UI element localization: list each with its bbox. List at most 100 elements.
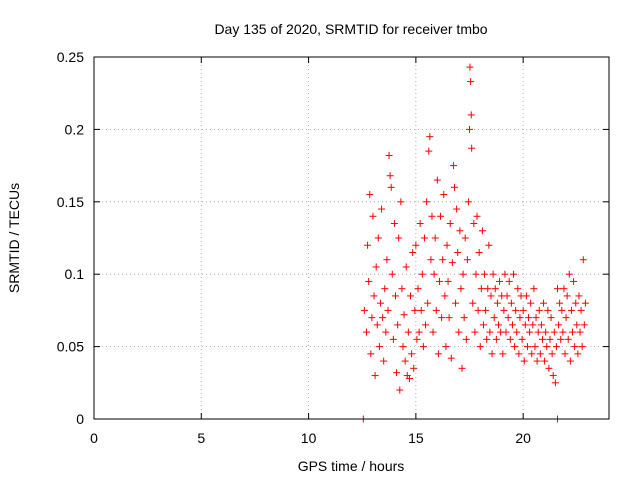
data-point xyxy=(540,299,548,307)
data-point xyxy=(567,306,575,314)
data-point xyxy=(478,227,486,235)
data-point xyxy=(474,306,482,314)
data-point xyxy=(446,220,454,228)
data-point xyxy=(444,277,452,285)
data-point xyxy=(565,270,573,278)
data-point xyxy=(432,306,440,314)
data-point xyxy=(542,328,550,336)
data-point xyxy=(460,314,468,322)
data-point xyxy=(530,285,538,293)
data-point xyxy=(481,270,489,278)
data-point xyxy=(471,328,479,336)
data-point xyxy=(429,328,437,336)
data-point xyxy=(442,343,450,351)
data-point xyxy=(557,335,565,343)
data-point xyxy=(526,328,534,336)
data-point xyxy=(479,321,487,329)
data-point xyxy=(504,314,512,322)
data-point xyxy=(383,256,391,264)
x-tick-label: 5 xyxy=(197,430,205,446)
data-point xyxy=(402,263,410,271)
data-point xyxy=(372,263,380,271)
data-point xyxy=(426,133,434,141)
data-point xyxy=(366,191,374,199)
data-point xyxy=(473,212,481,220)
data-point xyxy=(523,343,531,351)
data-point xyxy=(554,285,561,293)
data-point xyxy=(391,292,399,300)
data-point xyxy=(422,321,430,329)
data-point xyxy=(550,328,558,336)
data-point xyxy=(417,306,425,314)
y-tick-label: 0.25 xyxy=(57,49,84,65)
data-point xyxy=(464,198,472,206)
x-tick-label: 0 xyxy=(90,430,98,446)
data-point xyxy=(518,335,526,343)
data-point xyxy=(515,350,523,358)
data-point xyxy=(571,343,579,351)
data-point xyxy=(491,285,499,293)
data-point xyxy=(418,270,426,278)
data-point xyxy=(521,321,529,329)
x-tick-label: 15 xyxy=(408,430,424,446)
data-point xyxy=(407,292,415,300)
data-point xyxy=(503,292,511,300)
data-point xyxy=(534,328,542,336)
data-point xyxy=(440,191,448,199)
data-point xyxy=(397,198,405,206)
data-point xyxy=(365,277,373,285)
data-point xyxy=(505,277,513,285)
data-point xyxy=(447,354,455,362)
data-point xyxy=(470,220,478,228)
data-point xyxy=(382,328,390,336)
data-point xyxy=(369,212,377,220)
data-point xyxy=(566,357,574,365)
data-point xyxy=(555,321,563,329)
data-point xyxy=(371,372,379,380)
data-point xyxy=(428,212,436,220)
data-point xyxy=(466,125,474,133)
data-point xyxy=(443,241,451,249)
data-point xyxy=(456,227,464,235)
data-point xyxy=(575,292,583,300)
data-point xyxy=(378,205,386,213)
data-point xyxy=(416,220,424,228)
data-point xyxy=(367,350,375,358)
data-point xyxy=(544,306,552,314)
data-point xyxy=(578,343,586,351)
data-point xyxy=(458,364,466,372)
data-point xyxy=(528,350,536,358)
y-axis-label: SRMTID / TECUs xyxy=(6,183,22,293)
data-point xyxy=(434,350,442,358)
data-point xyxy=(461,234,469,242)
data-point xyxy=(455,328,463,336)
data-point xyxy=(430,270,438,278)
data-point xyxy=(449,162,457,170)
data-point xyxy=(522,292,530,300)
y-tick-label: 0 xyxy=(76,411,84,427)
data-point xyxy=(519,306,527,314)
data-point xyxy=(538,335,546,343)
data-point xyxy=(469,299,477,307)
data-point xyxy=(564,335,572,343)
plot-frame xyxy=(93,56,610,420)
data-point xyxy=(499,350,507,358)
data-point xyxy=(511,343,519,351)
data-point xyxy=(513,328,521,336)
data-point xyxy=(454,248,462,256)
data-point xyxy=(579,256,587,264)
data-point xyxy=(395,234,403,242)
data-point xyxy=(562,314,570,322)
data-point xyxy=(370,292,378,300)
data-point xyxy=(472,270,480,278)
data-point xyxy=(482,306,490,314)
data-point xyxy=(500,306,508,314)
data-point xyxy=(576,328,584,336)
data-point xyxy=(493,299,501,307)
axis-ticks xyxy=(93,56,609,420)
data-point xyxy=(483,335,491,343)
data-point xyxy=(445,314,453,322)
data-point xyxy=(501,270,509,278)
data-point xyxy=(381,285,389,293)
data-point xyxy=(572,299,580,307)
